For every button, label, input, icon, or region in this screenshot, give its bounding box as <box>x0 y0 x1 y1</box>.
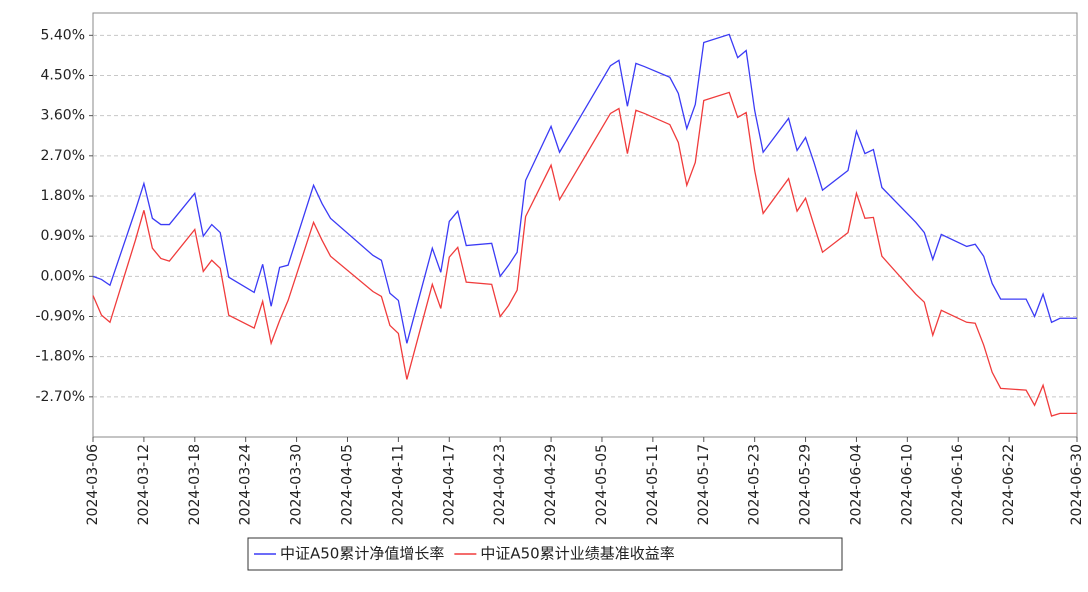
x-tick-label: 2024-04-17 <box>441 444 457 525</box>
x-tick-label: 2024-04-11 <box>390 444 406 525</box>
legend-box <box>247 537 843 571</box>
y-tick-label: 1.80% <box>41 188 85 204</box>
x-tick-label: 2024-05-11 <box>645 444 661 525</box>
legend-label: 中证A50累计业绩基准收益率 <box>480 545 674 563</box>
y-tick-label: -0.90% <box>35 308 85 324</box>
x-tick-label: 2024-06-16 <box>950 444 966 525</box>
x-tick-label: 2024-06-10 <box>899 444 915 525</box>
x-tick-label: 2024-05-17 <box>696 444 712 525</box>
y-tick-label: -1.80% <box>35 349 85 365</box>
plot-frame <box>92 12 1078 438</box>
y-tick-label: 2.70% <box>41 148 85 164</box>
y-tick-label: 5.40% <box>41 27 85 43</box>
x-tick-label: 2024-05-29 <box>798 444 814 525</box>
y-tick-label: 0.00% <box>41 268 85 284</box>
x-tick-label: 2024-03-30 <box>289 444 305 525</box>
x-tick-label: 2024-05-05 <box>594 444 610 525</box>
series-line <box>92 91 1077 417</box>
y-tick-label: 4.50% <box>41 67 85 83</box>
y-tick-label: 3.60% <box>41 108 85 124</box>
x-tick-label: 2024-03-18 <box>187 444 203 525</box>
x-tick-label: 2024-06-04 <box>848 444 864 525</box>
x-tick-label: 2024-03-06 <box>85 444 101 525</box>
x-tick-label: 2024-03-24 <box>238 444 254 525</box>
x-tick-label: 2024-05-23 <box>747 444 763 525</box>
x-tick-label: 2024-04-29 <box>543 444 559 525</box>
legend: 中证A50累计净值增长率 中证A50累计业绩基准收益率 <box>247 537 843 571</box>
y-tick-label: 0.90% <box>41 228 85 244</box>
x-tick-label: 2024-06-22 <box>1001 444 1017 525</box>
series-line <box>92 33 1077 344</box>
x-tick-label: 2024-03-12 <box>136 444 152 525</box>
x-tick-label: 2024-04-23 <box>492 444 508 525</box>
x-tick-label: 2024-06-30 <box>1069 444 1085 525</box>
x-tick-label: 2024-04-05 <box>339 444 355 525</box>
y-tick-label: -2.70% <box>35 389 85 405</box>
legend-label: 中证A50累计净值增长率 <box>280 545 444 563</box>
